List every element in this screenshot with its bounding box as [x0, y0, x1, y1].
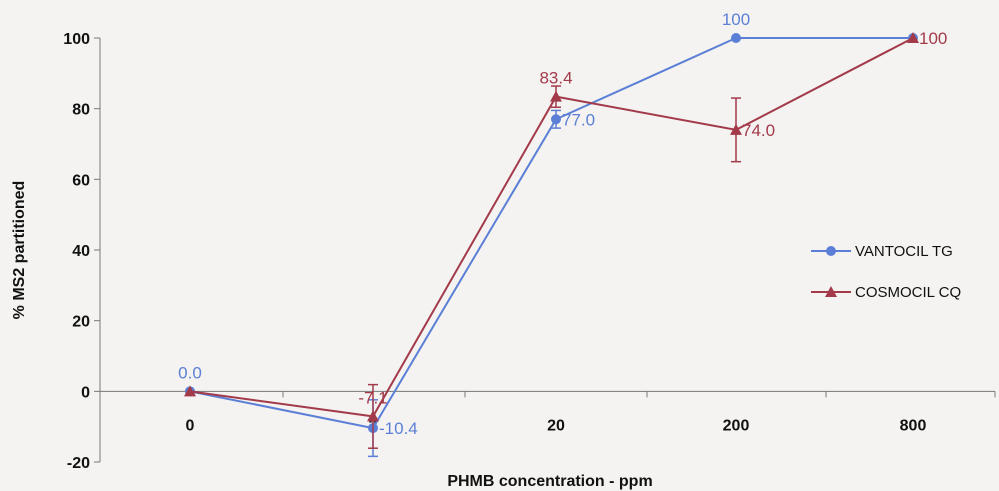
legend-item: VANTOCIL TG — [811, 243, 953, 260]
data-label: -10.4 — [379, 419, 418, 438]
y-tick-labels: -20 0 20 40 60 80 100 — [63, 31, 90, 472]
y-axis-title: % MS2 partitioned — [11, 181, 28, 320]
series-cosmocil-cq — [184, 32, 919, 449]
legend-marker — [826, 246, 836, 256]
data-point — [184, 385, 196, 397]
legend: VANTOCIL TG COSMOCIL CQ — [811, 243, 961, 301]
legend-label: VANTOCIL TG — [855, 243, 953, 260]
y-tick-label: 0 — [81, 384, 90, 401]
y-tick-label: 60 — [72, 172, 90, 189]
y-tick-label: 80 — [72, 102, 90, 119]
series-layer — [184, 32, 919, 458]
data-point — [907, 32, 919, 43]
y-tick-label: 20 — [72, 314, 90, 331]
y-tick-label: 40 — [72, 243, 90, 260]
x-tick-label: 20 — [547, 417, 565, 434]
x-tick-labels: 0220200800 — [186, 417, 927, 434]
data-label: 100 — [919, 29, 947, 48]
data-label: 0.0 — [178, 363, 202, 382]
data-point — [731, 33, 741, 43]
series-line — [189, 37, 914, 418]
legend-item: COSMOCIL CQ — [811, 284, 961, 301]
y-tick-label: -20 — [67, 455, 90, 472]
data-label: 83.4 — [539, 69, 572, 88]
x-tick-label: 200 — [723, 417, 750, 434]
series-vantocil-tg — [185, 33, 918, 458]
axes — [94, 37, 996, 463]
data-point — [367, 410, 379, 422]
data-label: 77.0 — [562, 110, 595, 129]
data-point — [730, 123, 742, 135]
data-label: 74.0 — [742, 121, 775, 140]
data-labels: 0.0 -10.4 77.0 100 -7.1 83.4 74.0 100 — [178, 10, 947, 438]
legend-label: COSMOCIL CQ — [855, 284, 961, 301]
y-tick-label: 100 — [63, 31, 90, 48]
data-point — [551, 114, 561, 125]
data-label: -7.1 — [358, 388, 387, 407]
data-point — [550, 90, 562, 102]
series-line — [189, 37, 913, 430]
data-label: 100 — [722, 10, 750, 29]
x-tick-label: 800 — [900, 417, 927, 434]
x-tick-label: 0 — [186, 417, 195, 434]
x-axis-title: PHMB concentration - ppm — [447, 473, 652, 490]
legend-marker — [825, 286, 837, 297]
